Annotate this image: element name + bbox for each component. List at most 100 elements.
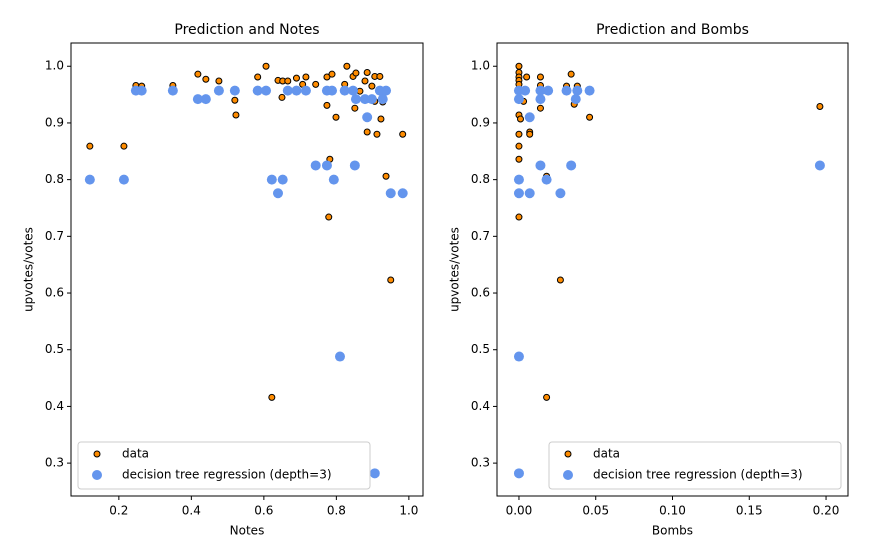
y-tick-label: 0.6 (45, 286, 64, 300)
legend-marker (563, 470, 573, 480)
y-axis-label: upvotes/votes (22, 227, 36, 312)
point (327, 85, 338, 96)
point (312, 80, 320, 88)
axes-frame (70, 42, 424, 497)
point (325, 213, 333, 221)
point (310, 160, 321, 171)
point (282, 85, 293, 96)
point (387, 276, 395, 284)
legend-label: decision tree regression (depth=3) (122, 468, 332, 482)
point (520, 85, 531, 96)
point (561, 85, 572, 96)
point (567, 70, 575, 78)
point (555, 188, 566, 199)
point (334, 351, 345, 362)
y-tick-label: 0.9 (471, 115, 490, 129)
point (376, 72, 384, 80)
point (232, 111, 240, 119)
x-tick-label: 0.4 (182, 504, 201, 518)
point (167, 85, 178, 96)
point (572, 85, 583, 96)
point (118, 174, 129, 185)
point (86, 142, 94, 150)
y-tick-label: 0.6 (471, 286, 490, 300)
point (541, 174, 552, 185)
point (321, 160, 332, 171)
point (215, 77, 223, 85)
subplot: 0.2 0.4 0.6 0.8 1.0 0.3 0.4 0.5 0.6 0.7 0.8 0.9 1.0 P… (22, 22, 424, 538)
point (515, 62, 523, 70)
legend-label: decision tree regression (depth=3) (593, 468, 803, 482)
y-tick-label: 1.0 (471, 59, 490, 73)
point (524, 112, 535, 123)
point (382, 172, 390, 180)
point (377, 115, 385, 123)
y-tick-label: 0.7 (471, 229, 490, 243)
y-tick-label: 0.3 (45, 456, 64, 470)
point (339, 85, 350, 96)
point (516, 115, 524, 123)
legend-box (77, 441, 371, 490)
point (543, 85, 554, 96)
legend-marker (93, 450, 101, 458)
point (524, 188, 535, 199)
point (194, 70, 202, 78)
point (254, 73, 262, 81)
legend-label: data (122, 447, 149, 461)
point (556, 276, 564, 284)
point (566, 160, 577, 171)
legend-label: data (593, 447, 620, 461)
subplot: 0.00 0.05 0.10 0.15 0.20 0.3 0.4 0.5 0.6 0.7 0.8 0.… (448, 22, 849, 538)
point (513, 94, 524, 105)
x-tick-label: 0.10 (659, 504, 686, 518)
point (513, 351, 524, 362)
point (268, 393, 276, 401)
point (397, 188, 408, 199)
point (543, 393, 551, 401)
point (536, 73, 544, 81)
point (332, 113, 340, 121)
point (231, 96, 239, 104)
chart-title: Prediction and Bombs (596, 22, 749, 38)
point (377, 94, 388, 105)
point (229, 85, 240, 96)
point (515, 213, 523, 221)
point (213, 85, 224, 96)
y-tick-label: 0.3 (471, 456, 490, 470)
point (535, 94, 546, 105)
point (586, 113, 594, 121)
point (252, 85, 263, 96)
point (515, 142, 523, 150)
point (300, 85, 311, 96)
point (373, 130, 381, 138)
point (343, 62, 351, 70)
point (202, 75, 210, 83)
point (277, 174, 288, 185)
point (84, 174, 95, 185)
point (348, 85, 359, 96)
y-tick-label: 0.5 (471, 342, 490, 356)
point (362, 112, 373, 123)
point (515, 155, 523, 163)
x-tick-label: 1.0 (399, 504, 418, 518)
x-tick-label: 0.05 (582, 504, 609, 518)
y-tick-label: 0.8 (471, 172, 490, 186)
point (369, 468, 380, 479)
y-tick-label: 1.0 (45, 59, 64, 73)
point (361, 77, 369, 85)
point (266, 174, 277, 185)
point (302, 73, 310, 81)
legend-marker (564, 450, 572, 458)
point (262, 62, 270, 70)
point (536, 104, 544, 112)
point (328, 174, 339, 185)
point (349, 160, 360, 171)
y-axis-label: upvotes/votes (448, 227, 462, 312)
legend: data decision tree regression (depth=3) (77, 441, 371, 490)
point (535, 85, 546, 96)
point (272, 188, 283, 199)
point (136, 85, 147, 96)
x-tick-label: 0.2 (109, 504, 128, 518)
point (261, 85, 272, 96)
